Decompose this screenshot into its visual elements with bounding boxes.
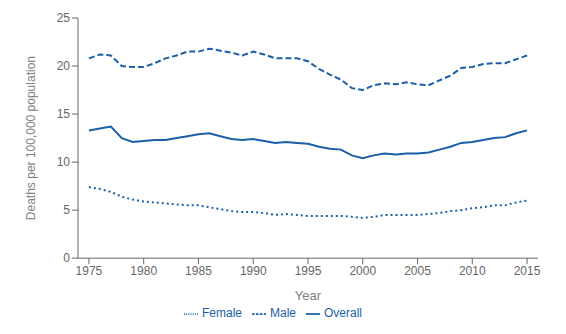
svg-text:5: 5 <box>63 203 70 217</box>
svg-text:2000: 2000 <box>349 264 376 278</box>
svg-text:1990: 1990 <box>240 264 267 278</box>
svg-text:15: 15 <box>57 107 71 121</box>
html-text:Female: Female <box>202 306 242 321</box>
svg-text:2015: 2015 <box>514 264 541 278</box>
html-text:Overall: Overall <box>324 306 362 321</box>
svg-text:1980: 1980 <box>130 264 157 278</box>
svg-text:1985: 1985 <box>185 264 212 278</box>
svg-text:20: 20 <box>57 59 71 73</box>
svg-text:1975: 1975 <box>76 264 103 278</box>
svg-text:10: 10 <box>57 155 71 169</box>
svg-text:Deaths per 100,000 population: Deaths per 100,000 population <box>24 56 38 220</box>
svg-text:1995: 1995 <box>295 264 322 278</box>
svg-text:Year: Year <box>295 288 322 303</box>
svg-text:2010: 2010 <box>459 264 486 278</box>
html-text:Male: Male <box>270 306 296 321</box>
svg-text:25: 25 <box>57 11 71 25</box>
svg-text:0: 0 <box>63 251 70 265</box>
svg-text:2005: 2005 <box>404 264 431 278</box>
